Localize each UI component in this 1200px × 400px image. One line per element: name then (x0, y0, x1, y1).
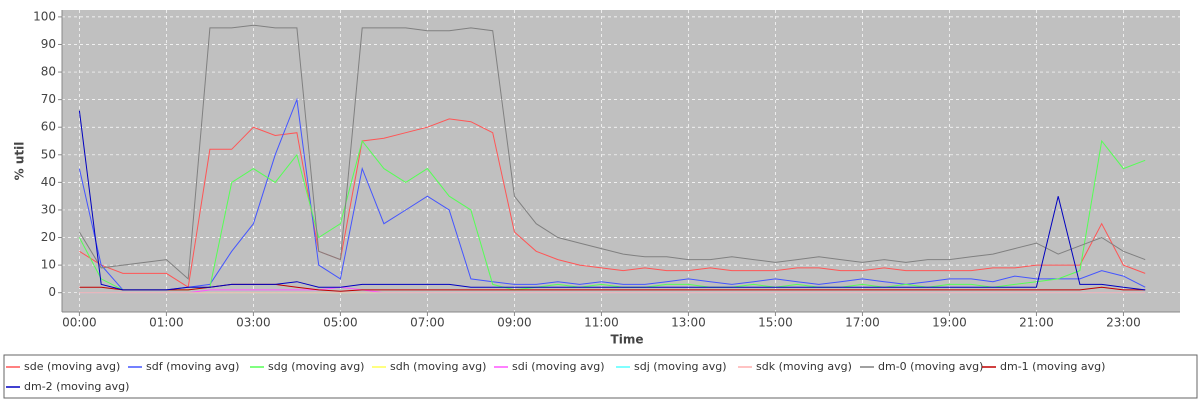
x-axis-label: Time (611, 333, 644, 347)
y-tick-label: 80 (41, 65, 56, 79)
x-tick-label: 15:00 (758, 316, 793, 330)
x-tick-label: 05:00 (323, 316, 358, 330)
plot-area (62, 10, 1180, 312)
x-tick-label: 00:00 (62, 316, 97, 330)
y-tick-label: 90 (41, 37, 56, 51)
series-line (79, 118, 1146, 289)
x-tick-label: 11:00 (584, 316, 619, 330)
series-line (78, 97, 1146, 291)
legend-label: dm-0 (moving avg) (878, 360, 983, 373)
legend-label: dm-1 (moving avg) (1000, 360, 1105, 373)
series-line (78, 110, 1146, 291)
x-tick-label: 13:00 (671, 316, 706, 330)
y-tick-label: 30 (41, 202, 56, 216)
y-tick-label: 10 (41, 258, 56, 272)
series-line (78, 24, 1146, 280)
y-tick-label: 40 (41, 175, 56, 189)
y-tick-label: 60 (41, 120, 56, 134)
x-tick-label: 07:00 (410, 316, 445, 330)
legend-label: sdi (moving avg) (512, 360, 605, 373)
legend-label: sdg (moving avg) (268, 360, 364, 373)
legend-label: dm-2 (moving avg) (24, 380, 129, 393)
x-tick-label: 23:00 (1106, 316, 1141, 330)
x-tick-label: 19:00 (932, 316, 967, 330)
legend-label: sdh (moving avg) (390, 360, 486, 373)
x-tick-label: 21:00 (1019, 316, 1054, 330)
y-tick-label: 0 (48, 285, 56, 299)
legend-label: sdf (moving avg) (146, 360, 239, 373)
x-tick-label: 01:00 (149, 316, 184, 330)
legend-label: sdk (moving avg) (756, 360, 852, 373)
legend-label: sdj (moving avg) (634, 360, 727, 373)
x-tick-label: 17:00 (845, 316, 880, 330)
y-tick-label: 50 (41, 147, 56, 161)
legend-box (3, 354, 1198, 399)
x-tick-label: 03:00 (236, 316, 271, 330)
y-tick-label: 20 (41, 230, 56, 244)
y-tick-label: 70 (41, 92, 56, 106)
x-tick-label: 09:00 (497, 316, 532, 330)
y-tick-label: 100 (33, 9, 56, 23)
series-line (78, 139, 1146, 291)
y-axis-label: % util (13, 142, 27, 181)
legend-label: sde (moving avg) (24, 360, 120, 373)
